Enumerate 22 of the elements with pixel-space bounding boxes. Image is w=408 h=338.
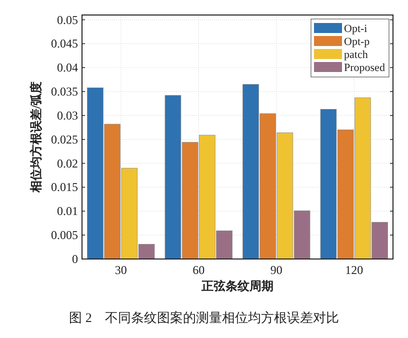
y-tick-label: 0.025 — [51, 132, 78, 146]
x-tick-label: 60 — [192, 263, 205, 277]
x-tick-label: 120 — [345, 263, 364, 277]
x-tick-label: 90 — [270, 263, 282, 277]
y-tick-label: 0.05 — [57, 12, 78, 27]
y-tick-label: 0.045 — [51, 36, 78, 51]
y-axis-title: 相位均方根误差/弧度 — [29, 81, 43, 194]
caption: 图 2 不同条纹图案的测量相位均方根误差对比 — [69, 310, 339, 325]
legend-label: Proposed — [344, 62, 386, 74]
legend-label: Opt-i — [344, 23, 368, 35]
y-tick-label: 0.015 — [51, 180, 78, 194]
y-tick-label: 0.03 — [57, 108, 78, 122]
x-axis-title: 正弦条纹周期 — [200, 279, 274, 293]
x-tick-label: 30 — [114, 263, 127, 277]
y-tick-label: 0 — [72, 252, 78, 266]
legend-label: Opt-p — [344, 36, 370, 48]
legend-label: patch — [344, 49, 368, 61]
y-tick-label: 0.035 — [51, 84, 78, 99]
y-tick-label: 0.01 — [57, 204, 78, 218]
y-tick-label: 0.02 — [57, 156, 78, 170]
y-tick-label: 0.005 — [51, 228, 78, 242]
y-tick-label: 0.04 — [57, 60, 78, 75]
